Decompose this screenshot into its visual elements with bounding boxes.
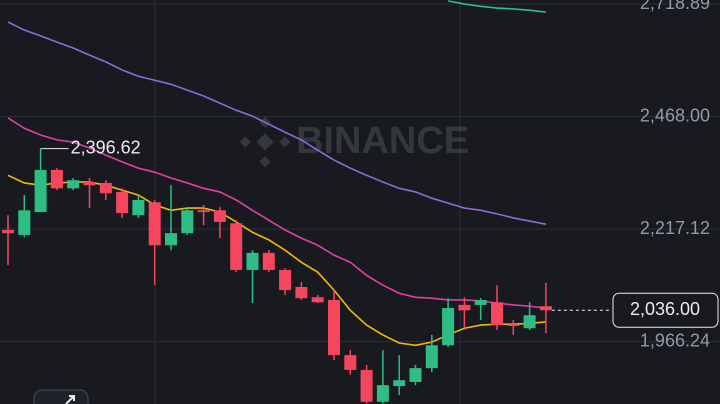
candle-body <box>491 302 503 326</box>
high-label: 2,396.62 <box>71 137 141 157</box>
candle-body <box>34 169 47 213</box>
candle-body <box>279 269 292 291</box>
candle-body <box>83 182 96 186</box>
candle-body <box>213 210 226 222</box>
ma-line <box>7 21 547 225</box>
candle-body <box>197 210 210 213</box>
candle-body <box>376 385 389 402</box>
candle-body <box>165 233 177 246</box>
ma-line <box>447 0 546 13</box>
candle-body <box>507 324 520 326</box>
candle-body <box>523 315 536 329</box>
button-icon <box>65 395 75 404</box>
last-price-label: 2,036.00 <box>630 299 700 319</box>
ma-line <box>7 174 546 347</box>
candle-body <box>67 180 80 189</box>
candle-body <box>18 210 31 235</box>
candle-body <box>132 199 145 216</box>
candle-body <box>442 308 455 346</box>
candle-body <box>50 169 63 189</box>
candle-body <box>148 202 161 246</box>
candle-body <box>539 306 552 311</box>
candle-body <box>344 355 357 370</box>
candle-body <box>409 368 422 383</box>
ma-line <box>7 117 546 309</box>
candle-body <box>458 304 471 311</box>
candle-body <box>230 223 243 270</box>
y-tick-label: 2,468.00 <box>640 105 710 125</box>
candle-body <box>393 380 406 387</box>
watermark-text: BINANCE <box>296 120 469 162</box>
candle-body <box>360 369 373 402</box>
candle-body <box>262 252 275 270</box>
candle-body <box>295 286 308 299</box>
candle-body <box>425 345 438 369</box>
candle-body <box>181 210 194 234</box>
last-price-tag <box>612 292 719 328</box>
candle-body <box>328 299 340 356</box>
candle-body <box>99 182 112 194</box>
candle-body <box>2 230 14 234</box>
candle-body <box>474 299 487 305</box>
button[interactable] <box>33 389 89 404</box>
y-tick-label: 1,966.24 <box>640 330 710 350</box>
candle-body <box>311 297 324 303</box>
candle-body <box>116 191 129 213</box>
y-tick-label: 2,718.89 <box>640 0 710 13</box>
y-tick-label: 2,217.12 <box>640 218 710 238</box>
candle-body <box>246 252 259 270</box>
